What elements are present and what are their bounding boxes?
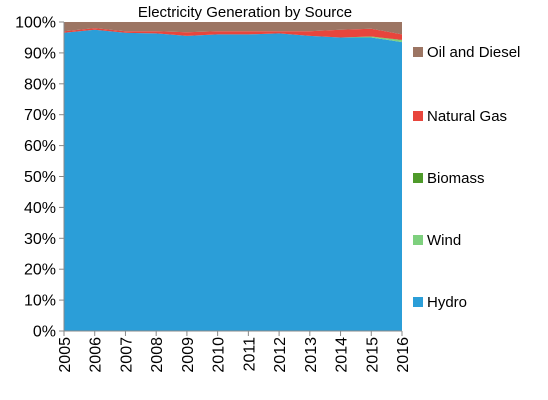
- axes: [59, 21, 403, 336]
- legend-label: Hydro: [427, 294, 467, 311]
- x-tick-label: 2006: [88, 337, 105, 373]
- chart-title: Electricity Generation by Source: [138, 4, 352, 21]
- y-tick-label: 50%: [24, 169, 56, 186]
- y-tick-label: 90%: [24, 45, 56, 62]
- legend-swatch-hydro: [413, 297, 423, 307]
- legend-swatch-oil-and-diesel: [413, 47, 423, 57]
- legend: Oil and Diesel Natural Gas Biomass Wind Hydr…: [413, 44, 520, 311]
- legend-label: Biomass: [427, 170, 485, 187]
- y-tick-label: 40%: [24, 200, 56, 217]
- x-tick-label: 2016: [395, 337, 412, 373]
- y-tick-label: 70%: [24, 107, 56, 124]
- legend-swatch-natural-gas: [413, 111, 423, 121]
- x-tick-label: 2010: [211, 337, 228, 373]
- x-tick-label: 2005: [57, 337, 74, 373]
- x-tick-label: 2015: [364, 337, 381, 373]
- x-tick-label: 2014: [334, 337, 351, 373]
- x-tick-label: 2008: [149, 337, 166, 373]
- y-tick-labels: 0% 10% 20% 30% 40% 50% 60% 70% 80% 90% 100%: [15, 15, 56, 341]
- x-tick-label: 2012: [272, 337, 289, 373]
- x-tick-labels: 2005 2006 2007 2008 2009 2010 2011 2012 2013 2014…: [57, 337, 412, 373]
- y-tick-label: 80%: [24, 76, 56, 93]
- x-tick-label: 2007: [118, 337, 135, 373]
- y-tick-label: 30%: [24, 231, 56, 248]
- legend-label: Oil and Diesel: [427, 44, 520, 61]
- area-series-hydro: [64, 29, 402, 331]
- legend-label: Wind: [427, 232, 461, 249]
- y-tick-label: 0%: [33, 324, 56, 341]
- x-tick-label: 2011: [241, 337, 258, 372]
- y-tick-label: 20%: [24, 262, 56, 279]
- y-tick-label: 100%: [15, 15, 56, 32]
- x-tick-label: 2013: [303, 337, 320, 373]
- y-tick-label: 60%: [24, 138, 56, 155]
- legend-swatch-wind: [413, 235, 423, 245]
- x-tick-label: 2009: [180, 337, 197, 373]
- area-series-oil-and-diesel: [64, 22, 402, 35]
- y-tick-label: 10%: [24, 293, 56, 310]
- plot-areas: [64, 22, 402, 331]
- area-series-natural-gas: [64, 28, 402, 40]
- legend-swatch-biomass: [413, 173, 423, 183]
- legend-label: Natural Gas: [427, 108, 507, 125]
